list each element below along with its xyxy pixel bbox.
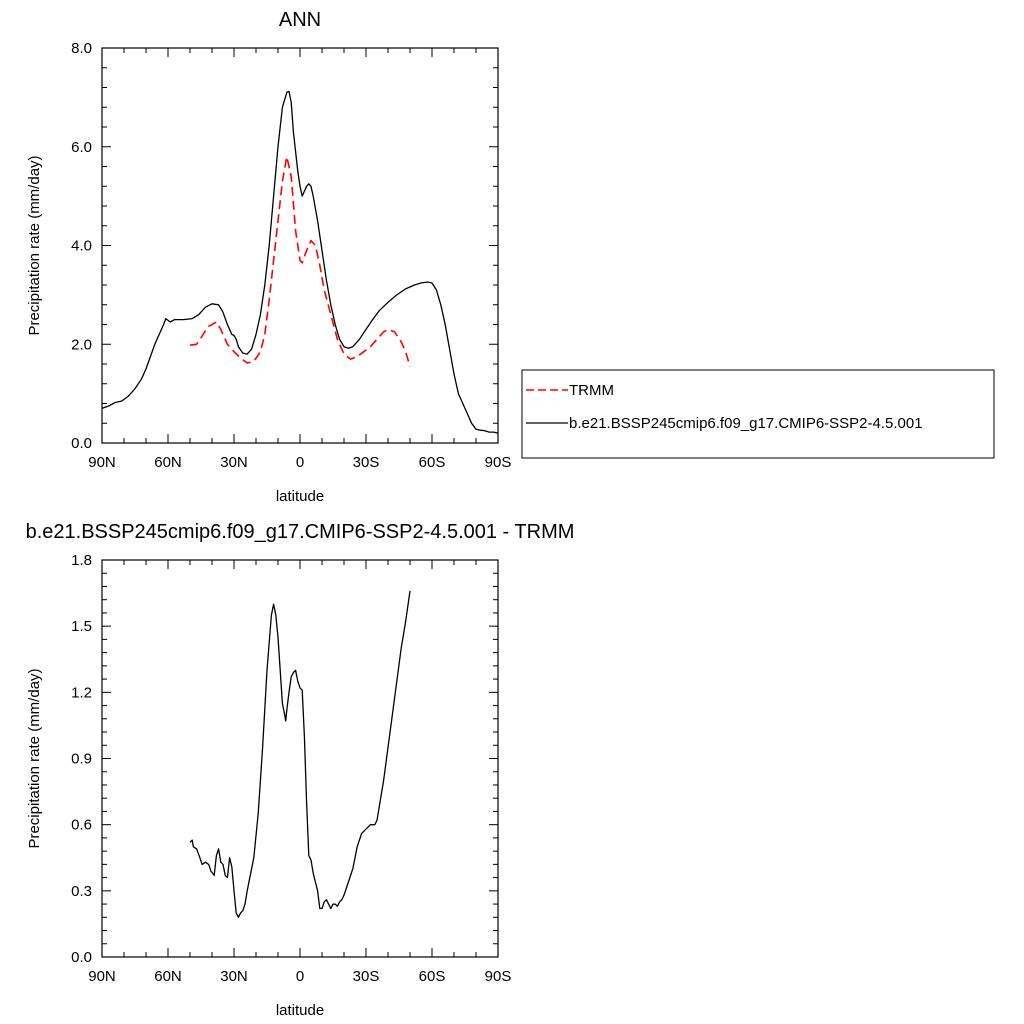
series-line-difference — [189, 590, 411, 918]
y-tick-label: 2.0 — [71, 336, 92, 353]
legend-label: TRMM — [569, 382, 614, 399]
y-tick-label: 0.3 — [71, 883, 92, 900]
x-tick-label: 60S — [419, 454, 446, 471]
legend-box — [521, 369, 995, 459]
legend: TRMM b.e21.BSSP245cmip6.f09_g17.CMIP6-SSP… — [521, 369, 995, 459]
x-tick-label: 60N — [154, 454, 182, 471]
x-axis-label: latitude — [276, 488, 324, 505]
x-tick-label: 0 — [296, 454, 304, 471]
y-tick-label: 0.6 — [71, 817, 92, 834]
y-axis-label: Precipitation rate (mm/day) — [26, 668, 43, 848]
x-tick-label: 30N — [220, 454, 248, 471]
chart-title: ANN — [279, 9, 321, 31]
legend-label: b.e21.BSSP245cmip6.f09_g17.CMIP6-SSP2-4.… — [569, 415, 923, 432]
y-tick-label: 0.0 — [71, 435, 92, 452]
y-tick-label: 1.8 — [71, 552, 92, 569]
x-tick-label: 60S — [419, 968, 446, 985]
x-tick-label: 90S — [485, 454, 512, 471]
x-tick-label: 60N — [154, 968, 182, 985]
y-tick-label: 4.0 — [71, 238, 92, 255]
y-tick-label: 1.5 — [71, 618, 92, 635]
y-tick-label: 0.9 — [71, 751, 92, 768]
y-tick-label: 6.0 — [71, 139, 92, 156]
y-tick-label: 0.0 — [71, 949, 92, 966]
y-axis-label: Precipitation rate (mm/day) — [26, 155, 43, 335]
x-tick-label: 0 — [296, 968, 304, 985]
x-tick-label: 90N — [88, 454, 116, 471]
chart-title: b.e21.BSSP245cmip6.f09_g17.CMIP6-SSP2-4.… — [26, 521, 575, 543]
x-tick-label: 90S — [485, 968, 512, 985]
x-tick-label: 90N — [88, 968, 116, 985]
plot-frame — [101, 47, 499, 444]
x-tick-label: 30S — [353, 968, 380, 985]
top-panel: ANN 90N 60N 30N 0 30S 60S 90S 0.0 2.0 4.0 6.0 8.0 lat… — [26, 9, 995, 505]
x-tick-label: 30S — [353, 454, 380, 471]
series-line-b-e21-bssp245cmip6-f09-g17-cmip6-ssp2-4-5-001 — [101, 90, 499, 434]
x-tick-label: 30N — [220, 968, 248, 985]
x-axis-label: latitude — [276, 1002, 324, 1019]
bottom-panel: b.e21.BSSP245cmip6.f09_g17.CMIP6-SSP2-4.… — [26, 521, 575, 1019]
plot-frame — [101, 559, 499, 958]
y-tick-label: 8.0 — [71, 40, 92, 57]
y-tick-label: 1.2 — [71, 684, 92, 701]
series-line-trmm — [189, 155, 411, 367]
